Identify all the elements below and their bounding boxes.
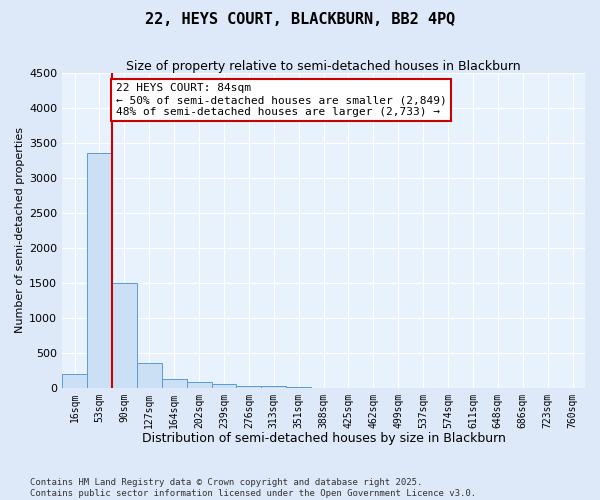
Bar [87, 154, 112, 388]
Text: 22, HEYS COURT, BLACKBURN, BB2 4PQ: 22, HEYS COURT, BLACKBURN, BB2 4PQ [145, 12, 455, 28]
Bar [62, 374, 87, 388]
X-axis label: Distribution of semi-detached houses by size in Blackburn: Distribution of semi-detached houses by … [142, 432, 506, 445]
Bar [162, 378, 187, 388]
Bar [262, 386, 286, 388]
Bar [236, 386, 262, 388]
Bar [286, 387, 311, 388]
Bar [187, 382, 212, 388]
Text: Contains HM Land Registry data © Crown copyright and database right 2025.
Contai: Contains HM Land Registry data © Crown c… [30, 478, 476, 498]
Bar [212, 384, 236, 388]
Y-axis label: Number of semi-detached properties: Number of semi-detached properties [15, 128, 25, 334]
Bar [137, 363, 162, 388]
Text: 22 HEYS COURT: 84sqm
← 50% of semi-detached houses are smaller (2,849)
48% of se: 22 HEYS COURT: 84sqm ← 50% of semi-detac… [116, 84, 446, 116]
Bar [112, 283, 137, 388]
Title: Size of property relative to semi-detached houses in Blackburn: Size of property relative to semi-detach… [126, 60, 521, 73]
